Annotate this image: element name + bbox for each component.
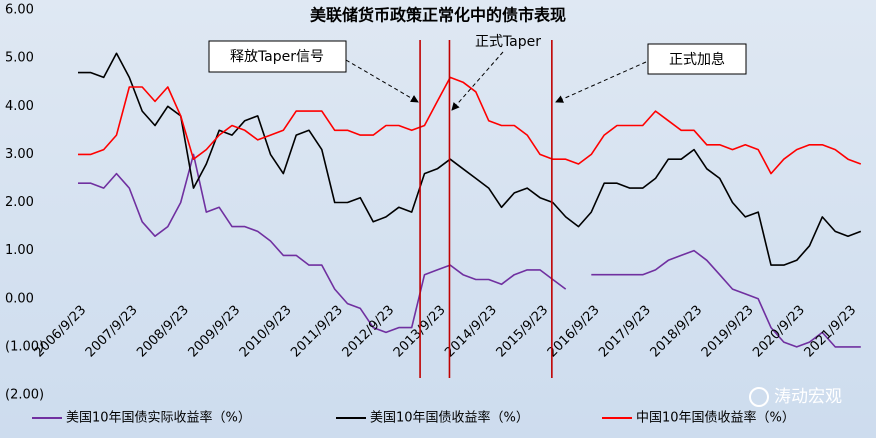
y-tick-label: 5.00 [5, 51, 34, 66]
x-tick-label: 2016/9/23 [545, 303, 603, 361]
y-tick-label: 6.00 [5, 3, 34, 18]
y-tick-label: 0.00 [5, 291, 34, 306]
x-tick-label: 2017/9/23 [596, 303, 654, 361]
watermark: 涛动宏观 [774, 387, 842, 407]
x-tick-label: 2014/9/23 [442, 303, 500, 361]
legend-label: 美国10年国债收益率（%） [370, 410, 529, 426]
x-tick-label: 2007/9/23 [83, 303, 141, 361]
y-tick-label: (1.00) [5, 339, 44, 354]
y-tick-label: 2.00 [5, 195, 34, 210]
annotation-arrow [345, 59, 419, 103]
x-tick-label: 2015/9/23 [494, 303, 552, 361]
annotation-arrow [555, 61, 647, 103]
annotation: 释放Taper信号 [230, 49, 324, 65]
series-line [78, 153, 861, 348]
series-line [78, 52, 862, 266]
y-tick-label: (2.00) [5, 388, 44, 403]
y-tick-label: 3.00 [5, 147, 34, 162]
x-tick-label: 2018/9/23 [648, 303, 706, 361]
legend-label: 中国10年国债收益率（%） [636, 410, 795, 426]
x-tick-label: 2021/9/23 [802, 303, 860, 361]
legend-label: 美国10年国债实际收益率（%） [66, 410, 251, 426]
y-tick-label: 4.00 [5, 99, 34, 114]
x-tick-label: 2019/9/23 [699, 303, 757, 361]
x-tick-label: 2020/9/23 [750, 303, 808, 361]
annotation: 正式加息 [669, 51, 725, 68]
annotation-arrow [451, 51, 504, 111]
annotation-box [208, 40, 347, 73]
watermark-icon [749, 387, 769, 407]
annotation-box [647, 43, 747, 75]
x-tick-label: 2010/9/23 [237, 303, 295, 361]
x-tick-label: 2008/9/23 [134, 303, 192, 361]
series-line [78, 76, 862, 175]
x-tick-label: 2006/9/23 [32, 303, 90, 361]
y-tick-label: 1.00 [5, 243, 34, 258]
annotation: 正式Taper [475, 34, 541, 50]
x-tick-label: 2011/9/23 [288, 303, 346, 361]
chart-title: 美联储货币政策正常化中的债市表现 [310, 6, 566, 25]
x-tick-label: 2009/9/23 [186, 303, 244, 361]
